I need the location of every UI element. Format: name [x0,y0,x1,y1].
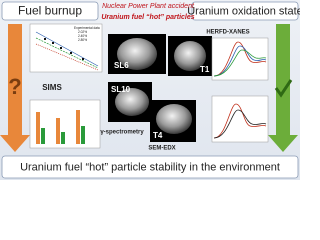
particle-label: SL6 [114,61,129,70]
scatter-panel [29,23,103,73]
particle-label: SL10 [111,85,131,94]
trend-line [35,31,99,67]
point [82,58,84,60]
bar [56,118,60,144]
bar [36,112,40,144]
point [60,47,62,49]
method-label: SIMS [42,83,62,92]
legend-entry: Experimental data [74,26,100,30]
arrow-right [268,24,298,152]
particle [115,88,149,116]
bars [36,110,85,144]
point [44,38,46,40]
header-left: Fuel burnup [18,4,82,18]
center-subtitle: Uranium fuel “hot” particles [101,14,194,21]
question-mark: ? [8,74,21,99]
points [44,38,84,60]
bar [81,126,85,144]
particle-label: T1 [200,65,210,74]
spectrum-panel [211,95,269,143]
bar [61,132,65,144]
particle [174,41,206,71]
spectrum [213,41,267,77]
header-box [1,1,99,21]
spectrum-panel [211,37,269,81]
footer-text: Uranium fuel “hot” particle stability in… [20,161,280,173]
header-right: Uranium oxidation state [187,5,300,17]
particle [117,38,157,70]
legend-entry: 2.02% [78,30,87,34]
point [52,42,54,44]
footer-box [1,155,299,179]
legend-entry: 2.80% [78,38,87,42]
spectrum [213,49,267,77]
spectrum [213,103,267,139]
center-title: Nuclear Power Plant accident [102,3,195,10]
spectrum [213,109,267,139]
trend-line [35,37,99,69]
header-box [191,1,299,21]
arrow-left [0,24,30,152]
trend-line [35,43,99,71]
method-label: γ-spectrometry [100,130,144,136]
checkmark [274,79,293,98]
bar [76,110,80,144]
bar [41,128,45,144]
method-label: HERFD-XANES [206,30,249,36]
legend-entry: 2.40% [78,34,87,38]
particle [156,104,192,134]
graphical-abstract: Fuel burnup Uranium oxidation state Nucl… [0,0,303,180]
method-label: SEM-EDX [148,146,175,152]
particle-label: T4 [153,131,163,140]
point [70,52,72,54]
